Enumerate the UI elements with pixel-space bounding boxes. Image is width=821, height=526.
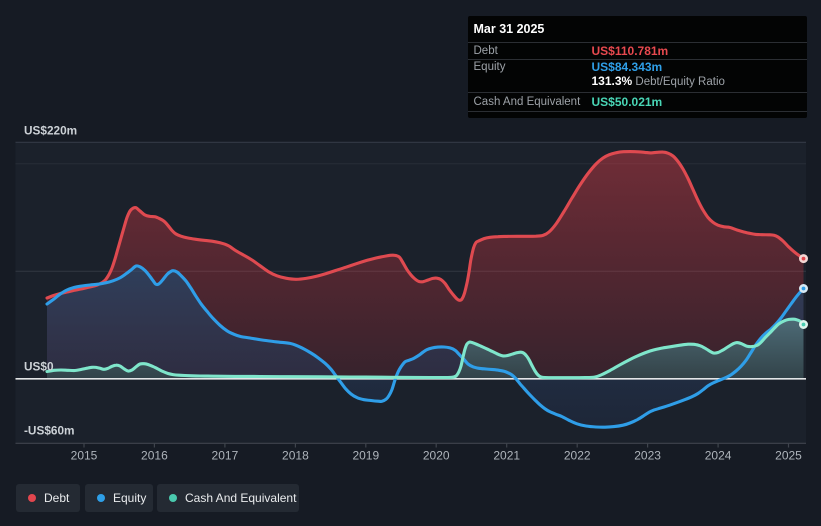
svg-text:2023: 2023 bbox=[634, 449, 661, 463]
svg-text:2017: 2017 bbox=[212, 449, 239, 463]
svg-text:2016: 2016 bbox=[141, 449, 168, 463]
svg-text:2024: 2024 bbox=[705, 449, 732, 463]
svg-text:2025: 2025 bbox=[775, 449, 802, 463]
svg-text:2021: 2021 bbox=[493, 449, 520, 463]
svg-text:-US$60m: -US$60m bbox=[24, 424, 75, 438]
svg-text:US$220m: US$220m bbox=[24, 124, 77, 138]
svg-text:2020: 2020 bbox=[423, 449, 450, 463]
svg-text:2019: 2019 bbox=[352, 449, 379, 463]
svg-text:2018: 2018 bbox=[282, 449, 309, 463]
svg-text:US$0: US$0 bbox=[24, 360, 54, 374]
svg-text:2022: 2022 bbox=[564, 449, 591, 463]
svg-text:2015: 2015 bbox=[71, 449, 98, 463]
